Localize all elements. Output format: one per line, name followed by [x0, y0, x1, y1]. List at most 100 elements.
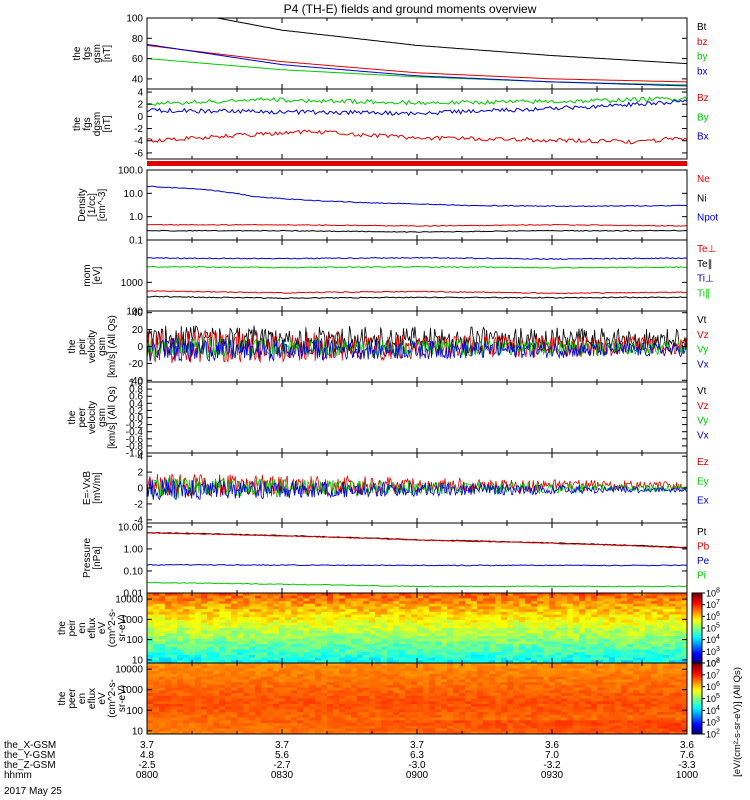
heatmap-cell — [345, 679, 352, 683]
heatmap-cell — [201, 652, 208, 656]
heatmap-cell — [279, 617, 286, 621]
heatmap-cell — [501, 630, 508, 634]
heatmap-cell — [585, 717, 592, 721]
heatmap-cell — [249, 595, 256, 599]
heatmap-cell — [231, 614, 238, 618]
heatmap-cell — [249, 614, 256, 618]
heatmap-cell — [399, 633, 406, 637]
heatmap-cell — [471, 593, 478, 597]
heatmap-cell — [489, 641, 496, 645]
heatmap-cell — [345, 714, 352, 719]
heatmap-cell — [393, 679, 400, 683]
heatmap-cell — [549, 638, 556, 643]
heatmap-cell — [213, 720, 220, 724]
heatmap-cell — [615, 636, 622, 640]
heatmap-cell — [543, 725, 550, 730]
heatmap-cell — [195, 593, 202, 597]
heatmap-cell — [513, 660, 520, 663]
heatmap-cell — [357, 690, 364, 694]
heatmap-cell — [243, 687, 250, 691]
heatmap-cell — [393, 617, 400, 621]
heatmap-cell — [585, 665, 592, 670]
heatmap-cell — [585, 617, 592, 621]
heatmap-cell — [417, 601, 424, 605]
heatmap-cell — [303, 676, 310, 680]
heatmap-cell — [339, 633, 346, 637]
heatmap-cell — [393, 693, 400, 697]
heatmap-cell — [375, 617, 382, 621]
heatmap-cell — [549, 630, 556, 634]
heatmap-cell — [321, 595, 328, 599]
heatmap-cell — [435, 609, 442, 613]
heatmap-cell — [567, 668, 574, 672]
heatmap-cell — [369, 633, 376, 637]
heatmap-cell — [423, 671, 430, 675]
heatmap-cell — [579, 720, 586, 724]
heatmap-cell — [339, 731, 346, 734]
heatmap-cell — [597, 723, 604, 727]
heatmap-cell — [147, 641, 154, 645]
heatmap-cell — [663, 601, 670, 605]
heatmap-cell — [189, 595, 196, 599]
heatmap-cell — [621, 593, 628, 597]
heatmap-cell — [243, 690, 250, 694]
heatmap-cell — [303, 693, 310, 697]
heatmap-cell — [363, 619, 370, 624]
heatmap-cell — [477, 619, 484, 624]
heatmap-cell — [639, 646, 646, 651]
heatmap-cell — [465, 641, 472, 645]
heatmap-cell — [453, 673, 460, 678]
heatmap-cell — [495, 603, 502, 608]
heatmap-cell — [387, 636, 394, 640]
heatmap-cell — [549, 723, 556, 727]
heatmap-cell — [339, 709, 346, 713]
colorbar-step — [692, 647, 702, 650]
heatmap-cell — [567, 603, 574, 608]
heatmap-cell — [189, 630, 196, 634]
heatmap-cell — [231, 717, 238, 721]
heatmap-cell — [249, 617, 256, 621]
heatmap-cell — [525, 636, 532, 640]
heatmap-cell — [291, 723, 298, 727]
heatmap-cell — [441, 663, 448, 667]
heatmap-cell — [183, 698, 190, 702]
heatmap-cell — [603, 630, 610, 634]
heatmap-cell — [585, 609, 592, 613]
heatmap-cell — [513, 728, 520, 732]
heatmap-cell — [591, 617, 598, 621]
heatmap-cell — [189, 725, 196, 730]
heatmap-cell — [363, 641, 370, 645]
heatmap-cell — [657, 614, 664, 618]
heatmap-cell — [429, 706, 436, 711]
heatmap-cell — [351, 706, 358, 711]
heatmap-cell — [357, 673, 364, 678]
heatmap-cell — [405, 725, 412, 730]
heatmap-cell — [513, 714, 520, 719]
heatmap-cell — [465, 684, 472, 689]
heatmap-cell — [387, 723, 394, 727]
heatmap-cell — [459, 709, 466, 713]
heatmap-cell — [543, 644, 550, 648]
heatmap-cell — [537, 687, 544, 691]
heatmap-cell — [483, 731, 490, 734]
heatmap-cell — [333, 698, 340, 702]
heatmap-cell — [453, 598, 460, 602]
heatmap-cell — [387, 725, 394, 730]
heatmap-cell — [285, 690, 292, 694]
heatmap-cell — [645, 654, 652, 659]
heatmap-cell — [519, 603, 526, 608]
heatmap-cell — [597, 633, 604, 637]
heatmap-cell — [471, 690, 478, 694]
heatmap-cell — [675, 611, 682, 616]
heatmap-cell — [435, 641, 442, 645]
heatmap-cell — [441, 628, 448, 632]
y-axis-label: velocity — [87, 330, 98, 363]
heatmap-cell — [513, 649, 520, 653]
heatmap-cell — [603, 603, 610, 608]
heatmap-cell — [345, 633, 352, 637]
heatmap-cell — [579, 717, 586, 721]
heatmap-cell — [267, 676, 274, 680]
heatmap-cell — [237, 619, 244, 624]
